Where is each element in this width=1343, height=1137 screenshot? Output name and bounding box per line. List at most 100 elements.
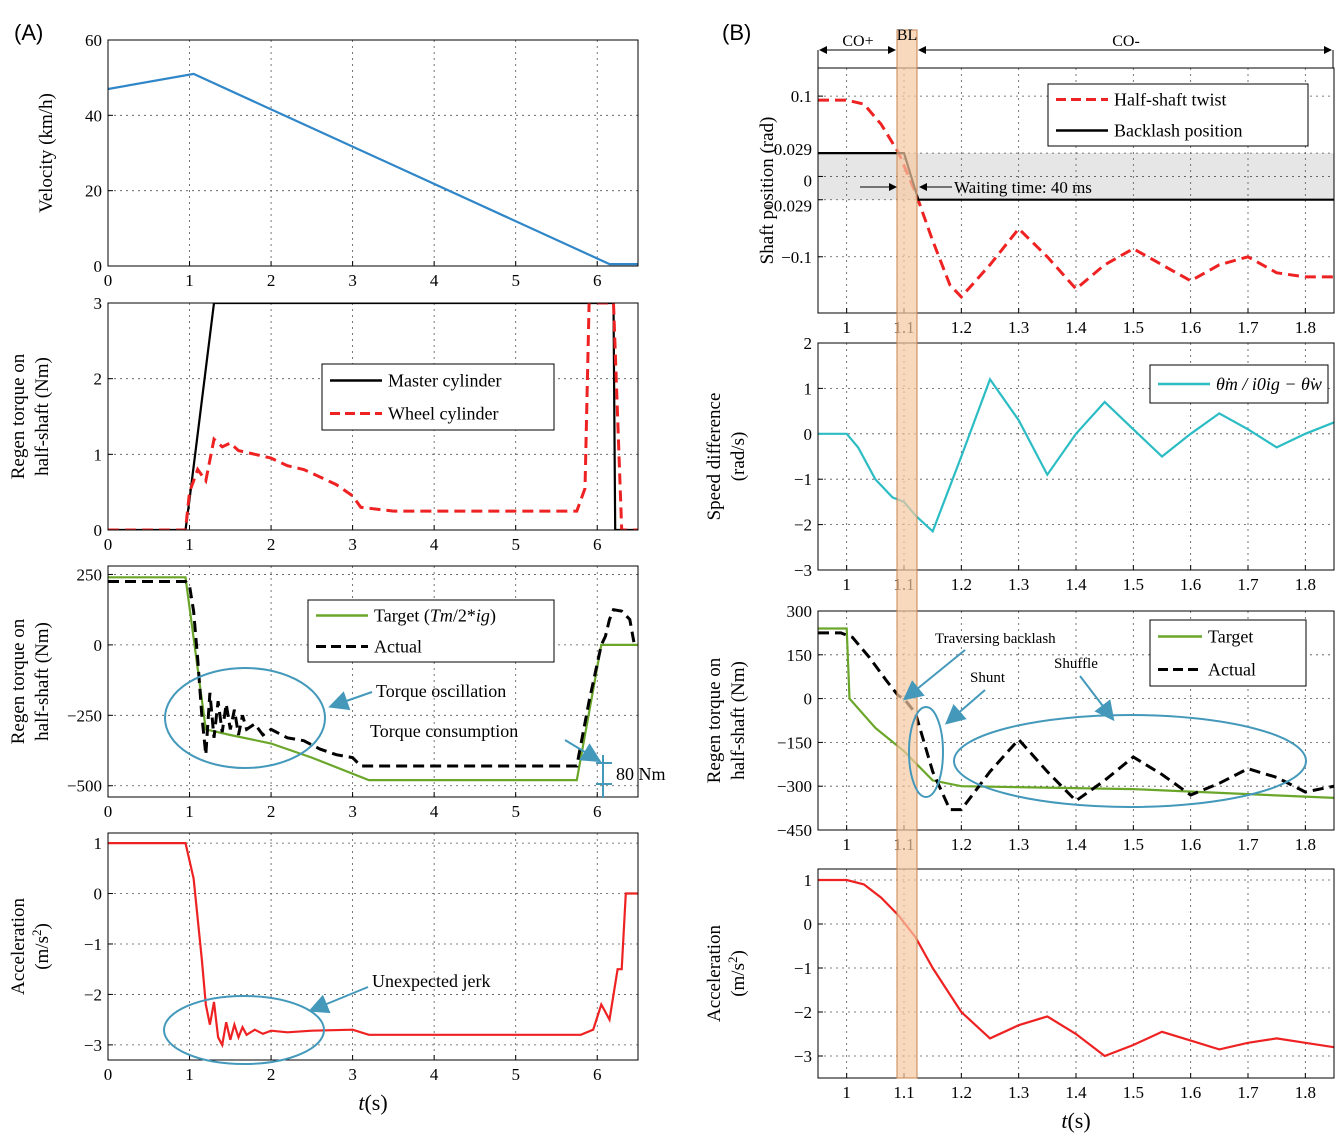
y-tick-label: −1 (794, 470, 812, 489)
shunt-arrow (944, 689, 986, 725)
series-line-speed-difference (818, 376, 1334, 534)
legend-box (321, 363, 555, 431)
plot-frame (107, 302, 639, 531)
x-tick-label: 1.4 (1065, 318, 1087, 337)
shuffle-label: Shuffle (1054, 656, 1098, 672)
x-tick-label: 1.1 (893, 1083, 914, 1102)
x-tick-label: 1 (185, 535, 194, 554)
annotations-b3: Traversing backlash Shunt Shuffle (902, 631, 1307, 808)
y-axis-label: (rad/s) (728, 432, 749, 482)
x-tick-label: 6 (593, 535, 602, 554)
annotations-b1: Waiting time: 40 ms (860, 178, 1092, 197)
x-tick-label: 1.8 (1295, 318, 1316, 337)
x-tick-label: 1.6 (1180, 835, 1201, 854)
legend: Half-shaft twist Backlash position (1047, 83, 1309, 147)
x-tick-label: 0 (104, 1065, 113, 1084)
y-axis-label: Velocity (km/h) (36, 93, 57, 213)
y-tick-label: 40 (85, 106, 102, 125)
y-tick-label: 0.1 (791, 87, 812, 106)
y-tick-label: 250 (77, 565, 103, 584)
y-tick-label: −450 (777, 821, 812, 840)
x-tick-label: 1 (842, 318, 851, 337)
y-axis-label: Shaft position (rad) (757, 117, 778, 265)
x-tick-label: 1.2 (951, 835, 972, 854)
y-tick-label: −1 (84, 935, 102, 954)
x-tick-label: 1.3 (1008, 318, 1029, 337)
chart-acceleration-b: 1 1.1 1.2 1.3 1.4 1.5 1.6 1.7 1.8 1 0 −1 −2 −3 Acceler… (704, 868, 1335, 1133)
y-tick-label: 0 (94, 521, 103, 540)
x-tick-label: 1.2 (951, 1083, 972, 1102)
consumption-arrow (564, 739, 602, 763)
y-tick-label: 0.029 (774, 140, 812, 159)
x-tick-label: 1 (842, 1083, 851, 1102)
y-tick-label: 0 (804, 171, 813, 190)
y-tick-label: −3 (794, 561, 812, 580)
backlash-band (896, 29, 918, 1079)
legend-box (1047, 83, 1309, 147)
plot-frame (817, 868, 1335, 1079)
plot-frame (817, 610, 1335, 831)
y-axis-label: Acceleration (704, 924, 725, 1022)
panel-a-label: (A) (14, 20, 43, 45)
x-tick-label: 1 (185, 1065, 194, 1084)
oscillation-label: Torque oscillation (376, 681, 506, 701)
series-line-target (108, 576, 638, 782)
plot-area (108, 833, 638, 1060)
panel-b-label: (B) (722, 20, 751, 45)
y-tick-label: −3 (84, 1036, 102, 1055)
x-tick-label: 1.6 (1180, 318, 1201, 337)
x-tick-label: 1.4 (1065, 1083, 1087, 1102)
y-tick-label: 0 (804, 915, 813, 934)
plot-frame (107, 832, 639, 1061)
y-tick-label: −3 (794, 1047, 812, 1066)
chart-speed-difference: 11.11.21.31.41.51.61.71.8210−1−2−3Speed … (704, 334, 1335, 594)
phase-co-plus: CO+ (842, 33, 873, 50)
y-tick-label: −300 (777, 777, 812, 796)
x-tick-label: 1.6 (1180, 575, 1201, 594)
legend-entry: Half-shaft twist (1114, 90, 1226, 110)
x-tick-label: 1.3 (1008, 835, 1029, 854)
legend-entry: Backlash position (1114, 121, 1243, 141)
x-tick-label: 5 (511, 1065, 520, 1084)
y-tick-label: −0.1 (781, 248, 812, 267)
legend-box (307, 599, 555, 663)
chart-regen-cylinder: 0 1 2 3 4 5 6 0 1 2 3 Regen torque on half-shaft (Nm… (8, 294, 639, 554)
y-tick-label: −500 (67, 777, 102, 796)
x-tick-label: 5 (511, 535, 520, 554)
x-axis-label: t(s) (1061, 1108, 1090, 1133)
x-tick-label: 1.8 (1295, 1083, 1316, 1102)
y-tick-label: 2 (804, 334, 813, 353)
x-tick-label: 1.7 (1237, 575, 1259, 594)
jerk-ellipse (163, 995, 325, 1065)
x-tick-label: 1.7 (1237, 1083, 1259, 1102)
jerk-arrow (308, 986, 369, 1014)
x-tick-label: 6 (593, 802, 602, 821)
legend-entry: Target (Tm/2*ig) (374, 606, 496, 627)
plot-area (108, 40, 638, 266)
shunt-label: Shunt (970, 670, 1006, 686)
x-tick-label: 1.5 (1123, 1083, 1144, 1102)
y-tick-label: 20 (85, 182, 102, 201)
y-tick-label: 60 (85, 31, 102, 50)
x-tick-label: 3 (348, 271, 357, 290)
oscillation-ellipse (164, 667, 326, 769)
y-tick-label: −150 (777, 733, 812, 752)
x-tick-label: 1 (842, 575, 851, 594)
shuffle-ellipse (953, 714, 1307, 808)
y-tick-label: 1 (804, 379, 813, 398)
y-axis-label: half-shaft (Nm) (32, 357, 53, 476)
shunt-ellipse (908, 706, 944, 798)
legend-entry: Actual (1208, 660, 1256, 680)
x-tick-label: 1.6 (1180, 1083, 1201, 1102)
legend-entry: Actual (374, 637, 422, 657)
series-line-wheel-cylinder (108, 303, 638, 530)
legend-entry: Master cylinder (388, 371, 501, 391)
y-tick-label: 1 (94, 834, 103, 853)
y-axis-label: Regen torque on (704, 657, 725, 783)
traversing-arrow (902, 649, 966, 701)
chart-shaft-position: 11.11.21.31.41.51.61.71.80.10.0290−0.029… (757, 67, 1335, 337)
y-tick-label: 0 (804, 425, 813, 444)
y-tick-label: 150 (787, 646, 813, 665)
y-tick-label: 2 (94, 370, 103, 389)
